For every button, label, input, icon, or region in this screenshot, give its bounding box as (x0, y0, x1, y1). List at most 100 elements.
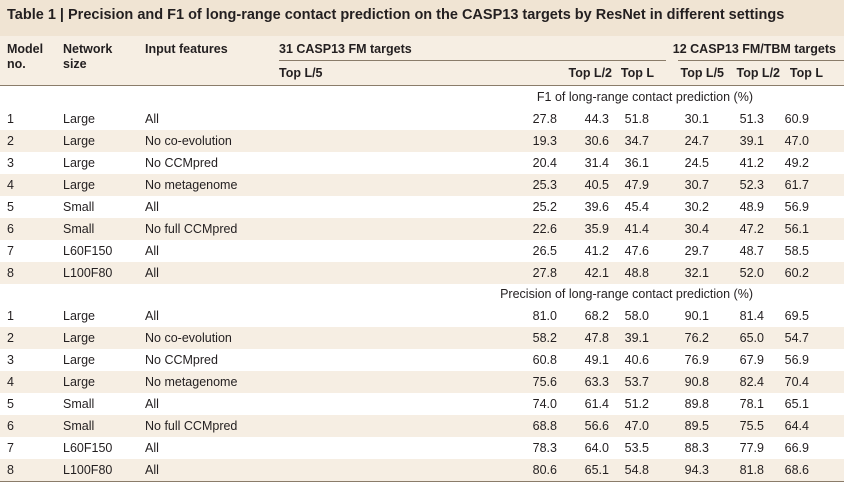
cell-fm-top-l: 53.7 (624, 375, 649, 389)
cell-fmtbm-top-l5: 89.8 (684, 397, 709, 411)
cell-fm-top-l: 41.4 (624, 222, 649, 236)
header-network-size: Network size (63, 42, 112, 72)
cell-fmtbm-top-l: 69.5 (784, 309, 809, 323)
table-row: 6 Small No full CCMpred 22.6 35.9 41.4 30.4 47.… (0, 218, 844, 240)
cell-fmtbm-top-l: 49.2 (784, 156, 809, 170)
header-rule-fm (279, 60, 666, 61)
cell-fmtbm-top-l2: 48.9 (739, 200, 764, 214)
cell-fmtbm-top-l2: 65.0 (739, 331, 764, 345)
cell-input-features: No co-evolution (145, 134, 232, 148)
cell-model-no: 2 (7, 134, 14, 148)
table-row: 2 Large No co-evolution 19.3 30.6 34.7 24.7 39.… (0, 130, 844, 152)
table-caption: Table 1 | Precision and F1 of long-range… (0, 0, 844, 36)
cell-fm-top-l2: 30.6 (584, 134, 609, 148)
section-title: F1 of long-range contact prediction (%) (536, 90, 753, 104)
cell-fm-top-l: 34.7 (624, 134, 649, 148)
cell-fmtbm-top-l: 56.9 (784, 200, 809, 214)
table-row: 2 Large No co-evolution 58.2 47.8 39.1 76.2 65.… (0, 327, 844, 349)
cell-fm-top-l: 51.8 (624, 112, 649, 126)
subheader-fm-top-l: Top L (620, 66, 654, 80)
cell-fm-top-l: 36.1 (624, 156, 649, 170)
cell-fm-top-l: 51.2 (624, 397, 649, 411)
cell-fm-top-l: 39.1 (624, 331, 649, 345)
cell-fmtbm-top-l5: 76.2 (684, 331, 709, 345)
cell-fm-top-l2: 31.4 (584, 156, 609, 170)
cell-model-no: 6 (7, 222, 14, 236)
cell-input-features: All (145, 463, 159, 477)
cell-model-no: 7 (7, 441, 14, 455)
cell-fm-top-l5: 60.8 (532, 353, 557, 367)
table-row: 3 Large No CCMpred 20.4 31.4 36.1 24.5 41.2 49.2 (0, 152, 844, 174)
cell-network-size: L100F80 (63, 463, 113, 477)
cell-network-size: Small (63, 222, 95, 236)
cell-fmtbm-top-l: 60.2 (784, 266, 809, 280)
cell-fmtbm-top-l5: 24.5 (684, 156, 709, 170)
table-row: 8 L100F80 All 27.8 42.1 48.8 32.1 52.0 60.2 (0, 262, 844, 284)
cell-fmtbm-top-l: 70.4 (784, 375, 809, 389)
cell-input-features: No full CCMpred (145, 222, 238, 236)
cell-fmtbm-top-l2: 52.0 (739, 266, 764, 280)
header-group-fm: 31 CASP13 FM targets (279, 42, 412, 56)
header-model-line2: no. (7, 57, 26, 71)
cell-fmtbm-top-l2: 81.4 (739, 309, 764, 323)
cell-fmtbm-top-l: 61.7 (784, 178, 809, 192)
table-row: 1 Large All 27.8 44.3 51.8 30.1 51.3 60.9 (0, 108, 844, 130)
section-title-row: F1 of long-range contact prediction (%) (0, 86, 844, 108)
cell-fmtbm-top-l2: 67.9 (739, 353, 764, 367)
cell-fm-top-l: 47.6 (624, 244, 649, 258)
cell-fm-top-l2: 49.1 (584, 353, 609, 367)
cell-fmtbm-top-l: 54.7 (784, 331, 809, 345)
cell-network-size: Large (63, 134, 95, 148)
cell-fmtbm-top-l: 47.0 (784, 134, 809, 148)
cell-fmtbm-top-l5: 90.1 (684, 309, 709, 323)
cell-fm-top-l5: 81.0 (532, 309, 557, 323)
cell-fm-top-l5: 19.3 (532, 134, 557, 148)
cell-network-size: Small (63, 419, 95, 433)
table-caption-text: Precision and F1 of long-range contact p… (68, 7, 785, 23)
cell-fmtbm-top-l2: 39.1 (739, 134, 764, 148)
cell-fmtbm-top-l2: 82.4 (739, 375, 764, 389)
cell-fmtbm-top-l2: 51.3 (739, 112, 764, 126)
cell-model-no: 1 (7, 309, 14, 323)
cell-network-size: Large (63, 178, 95, 192)
cell-input-features: All (145, 112, 159, 126)
cell-fm-top-l2: 41.2 (584, 244, 609, 258)
cell-model-no: 3 (7, 156, 14, 170)
cell-model-no: 2 (7, 331, 14, 345)
cell-fmtbm-top-l: 66.9 (784, 441, 809, 455)
cell-model-no: 5 (7, 397, 14, 411)
subheader-fmtbm-top-l2: Top L/2 (736, 66, 780, 80)
cell-fm-top-l2: 63.3 (584, 375, 609, 389)
cell-fmtbm-top-l5: 29.7 (684, 244, 709, 258)
cell-fm-top-l5: 68.8 (532, 419, 557, 433)
table-row: 5 Small All 74.0 61.4 51.2 89.8 78.1 65.1 (0, 393, 844, 415)
cell-input-features: All (145, 397, 159, 411)
cell-input-features: No metagenome (145, 178, 238, 192)
cell-fm-top-l5: 80.6 (532, 463, 557, 477)
section-title: Precision of long-range contact predicti… (500, 287, 753, 301)
cell-fm-top-l5: 22.6 (532, 222, 557, 236)
subheader-fm-top-l5: Top L/5 (279, 66, 323, 80)
table-row: 1 Large All 81.0 68.2 58.0 90.1 81.4 69.5 (0, 305, 844, 327)
table-row: 6 Small No full CCMpred 68.8 56.6 47.0 89.5 75.… (0, 415, 844, 437)
cell-fm-top-l5: 25.2 (532, 200, 557, 214)
cell-network-size: Large (63, 112, 95, 126)
cell-fmtbm-top-l: 56.9 (784, 353, 809, 367)
table-row: 4 Large No metagenome 25.3 40.5 47.9 30.7 52.3 6… (0, 174, 844, 196)
cell-fm-top-l: 53.5 (624, 441, 649, 455)
cell-fm-top-l5: 74.0 (532, 397, 557, 411)
cell-fm-top-l2: 42.1 (584, 266, 609, 280)
cell-fmtbm-top-l5: 30.4 (684, 222, 709, 236)
cell-input-features: No CCMpred (145, 353, 218, 367)
header-rule-fm-tbm (678, 60, 844, 61)
cell-fm-top-l: 47.0 (624, 419, 649, 433)
cell-fmtbm-top-l2: 77.9 (739, 441, 764, 455)
cell-network-size: Large (63, 353, 95, 367)
cell-input-features: All (145, 244, 159, 258)
cell-fm-top-l2: 35.9 (584, 222, 609, 236)
cell-fm-top-l5: 20.4 (532, 156, 557, 170)
cell-network-size: L100F80 (63, 266, 113, 280)
cell-fm-top-l5: 27.8 (532, 266, 557, 280)
cell-input-features: No metagenome (145, 375, 238, 389)
